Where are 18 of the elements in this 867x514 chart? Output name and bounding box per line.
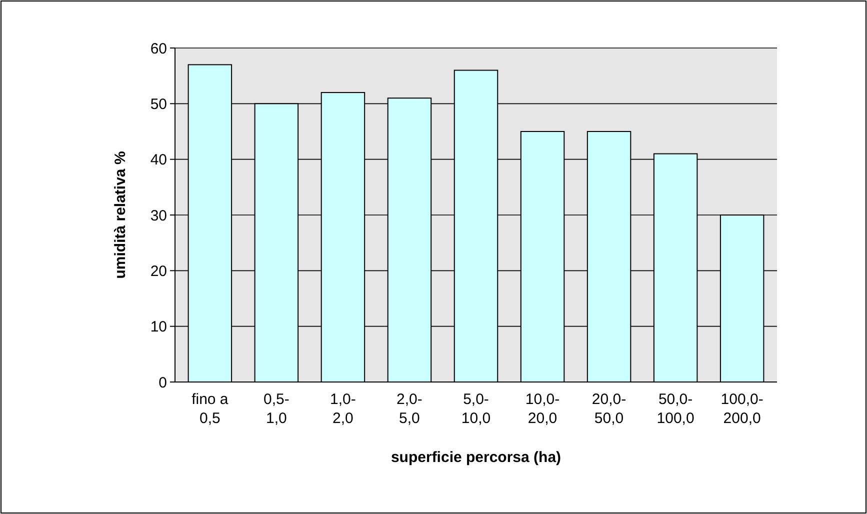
x-tick-label: 0,5-1,0 xyxy=(264,391,290,427)
y-tick-label: 10 xyxy=(150,318,167,336)
x-tick-label: fino a 0,5 xyxy=(192,391,229,427)
x-tick-label: 100,0-200,0 xyxy=(720,391,764,427)
x-axis-title: superficie percorsa (ha) xyxy=(390,449,562,466)
x-tick-label: 1,0-2,0 xyxy=(330,391,356,427)
x-tick-label: 50,0-100,0 xyxy=(656,391,694,427)
x-tick-label: 5,0-10,0 xyxy=(461,391,491,427)
x-tick-label: 2,0-5,0 xyxy=(396,391,422,427)
y-tick-label: 40 xyxy=(150,152,167,169)
y-axis-title: umidità relativa % xyxy=(112,151,129,279)
x-tick-label: 10,0-20,0 xyxy=(525,391,560,427)
y-tick-label: 50 xyxy=(150,96,167,113)
y-tick-label: 60 xyxy=(150,40,167,58)
y-tick-label: 20 xyxy=(150,262,167,280)
y-tick-label: 0 xyxy=(158,374,167,392)
x-tick-label: 20,0-50,0 xyxy=(592,391,626,427)
y-tick-label: 30 xyxy=(150,207,167,224)
